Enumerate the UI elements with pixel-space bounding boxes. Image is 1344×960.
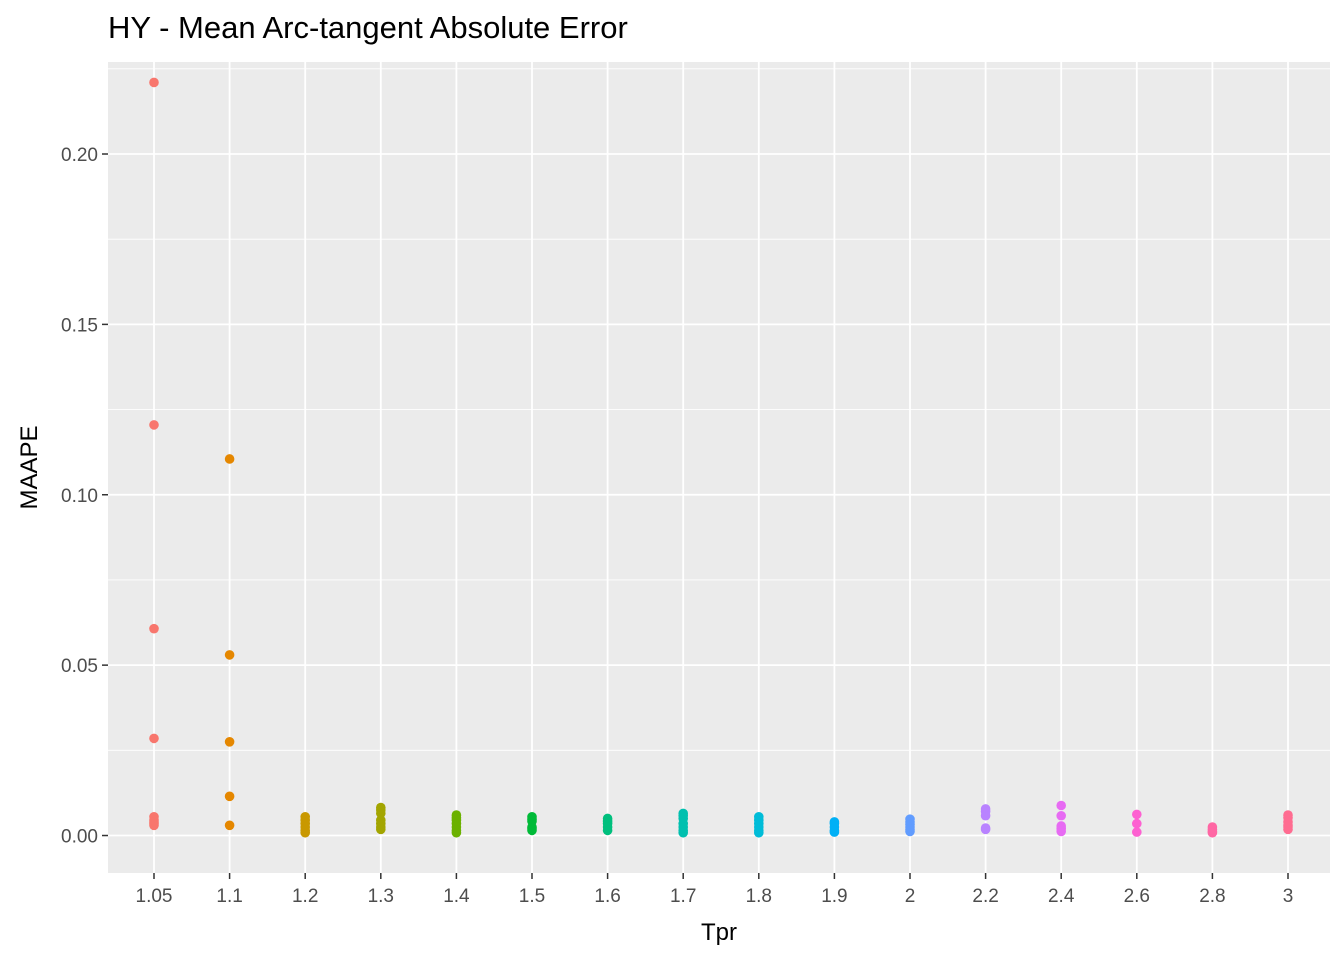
- x-tick-label: 1.6: [594, 886, 620, 907]
- data-points: [149, 77, 1293, 838]
- data-point: [451, 827, 462, 838]
- plot-panel: [108, 62, 1330, 873]
- data-point: [829, 827, 840, 837]
- data-point: [980, 824, 991, 835]
- data-point: [149, 420, 159, 430]
- data-point: [149, 77, 159, 88]
- data-point: [224, 650, 235, 660]
- data-point: [602, 825, 613, 836]
- y-tick-label: 0.05: [61, 656, 98, 677]
- x-tick-label: 1.9: [821, 886, 847, 907]
- x-tick-label: 1.7: [670, 886, 696, 907]
- data-point: [905, 826, 915, 837]
- minor-gridlines: [108, 68, 1330, 751]
- y-tick-label: 0.00: [61, 827, 98, 848]
- data-point: [224, 791, 235, 802]
- data-point: [149, 733, 159, 744]
- data-point: [1132, 809, 1142, 820]
- data-point: [1283, 824, 1293, 835]
- data-point: [678, 827, 688, 838]
- chart-title: HY - Mean Arc-tangent Absolute Error: [108, 10, 628, 45]
- x-tick-label: 2.8: [1199, 886, 1225, 907]
- y-tick-label: 0.15: [61, 315, 98, 336]
- data-point: [224, 454, 235, 464]
- x-tick-label: 3: [1283, 886, 1294, 907]
- data-point: [1207, 827, 1218, 838]
- data-point: [224, 820, 235, 831]
- data-point: [149, 623, 159, 634]
- x-tick-label: 2.4: [1048, 886, 1075, 907]
- x-tick-label: 2: [905, 886, 916, 907]
- x-tick-label: 1.1: [216, 886, 242, 907]
- y-tick-label: 0.10: [61, 486, 98, 507]
- x-axis-title: Tpr: [701, 919, 737, 946]
- x-tick-label: 1.8: [746, 886, 772, 907]
- x-tick-label: 1.5: [519, 886, 545, 907]
- data-point: [1056, 810, 1066, 821]
- axes: 0.00 0.05 0.10 0.15 0.20 1.05 1.1 1.2 1.3 1.4 1.5 1…: [61, 145, 1293, 907]
- data-point: [754, 827, 764, 838]
- x-tick-label: 1.3: [368, 886, 394, 907]
- x-tick-label: 1.2: [292, 886, 318, 907]
- x-tick-label: 1.4: [443, 886, 470, 907]
- data-point: [1056, 800, 1066, 811]
- x-tick-label: 1.05: [136, 886, 173, 907]
- data-point: [1056, 826, 1066, 837]
- data-point: [527, 825, 537, 836]
- data-point: [149, 820, 159, 831]
- data-point: [376, 824, 386, 835]
- y-axis-title: MAAPE: [16, 425, 43, 509]
- x-tick-label: 2.6: [1124, 886, 1150, 907]
- y-tick-label: 0.20: [61, 145, 98, 166]
- data-point: [1132, 818, 1142, 829]
- data-point: [376, 808, 386, 819]
- x-tick-label: 2.2: [972, 886, 998, 907]
- data-point: [980, 810, 991, 821]
- data-point: [1132, 827, 1142, 837]
- data-point: [224, 737, 235, 747]
- data-point: [300, 827, 311, 838]
